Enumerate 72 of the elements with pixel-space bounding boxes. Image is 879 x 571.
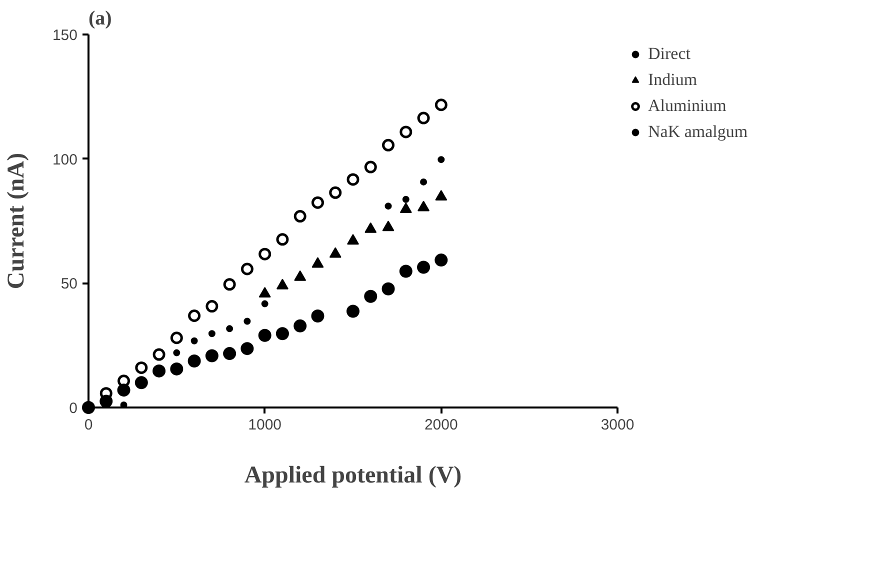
point (402, 196, 410, 203)
point (173, 349, 180, 356)
point (152, 364, 166, 378)
point (417, 112, 430, 124)
point (311, 196, 324, 209)
legend-label: NaK amalgum (648, 122, 748, 142)
point (434, 254, 448, 267)
legend-label: Indium (648, 70, 698, 90)
point (244, 318, 251, 325)
point (329, 247, 342, 258)
point (134, 376, 148, 390)
point (294, 270, 306, 281)
point (384, 202, 392, 210)
x-axis-title: Applied potential (V) (244, 462, 462, 488)
point (170, 332, 183, 344)
point (346, 304, 360, 318)
point (435, 190, 448, 201)
legend-label: Aluminium (648, 96, 726, 116)
point (240, 342, 254, 356)
point (400, 202, 412, 213)
point (294, 319, 307, 332)
x-tick-label: 1000 (248, 416, 282, 434)
point (226, 325, 234, 332)
point (205, 349, 218, 362)
point (364, 160, 377, 174)
y-tick-label: 100 (52, 151, 78, 168)
y-axis-title: Current (nA) (3, 152, 30, 290)
point (170, 362, 184, 376)
point (399, 264, 412, 278)
point (135, 361, 148, 374)
point (276, 233, 289, 246)
point (223, 278, 236, 291)
point (364, 290, 378, 303)
chart-title: (a) (88, 8, 112, 30)
point (240, 262, 254, 276)
point (258, 248, 272, 260)
legend-label: Direct (648, 44, 690, 64)
point (261, 300, 268, 308)
point (364, 222, 377, 233)
point (417, 260, 430, 274)
point (382, 220, 394, 232)
point (420, 178, 428, 186)
point (188, 354, 201, 368)
point (258, 328, 272, 342)
point (329, 186, 342, 199)
point (152, 348, 166, 361)
point (82, 401, 95, 414)
point (294, 210, 306, 223)
x-tick-label: 3000 (600, 416, 634, 434)
point (206, 300, 218, 313)
point (223, 347, 236, 360)
point (418, 200, 430, 212)
point (276, 278, 288, 290)
point (208, 330, 216, 338)
y-tick-label: 50 (60, 276, 78, 293)
point (312, 257, 324, 268)
point (400, 126, 412, 138)
point (311, 310, 324, 322)
point (258, 287, 271, 298)
point (190, 337, 198, 344)
point (438, 156, 445, 164)
point (382, 282, 395, 296)
point (382, 138, 395, 152)
point (188, 310, 201, 322)
point (276, 327, 289, 340)
point (434, 98, 448, 112)
y-tick-label: 150 (52, 27, 78, 44)
point (347, 234, 359, 245)
x-tick-label: 0 (84, 416, 93, 434)
point (346, 173, 360, 186)
x-tick-label: 2000 (424, 416, 458, 434)
y-tick-label: 0 (69, 400, 78, 417)
